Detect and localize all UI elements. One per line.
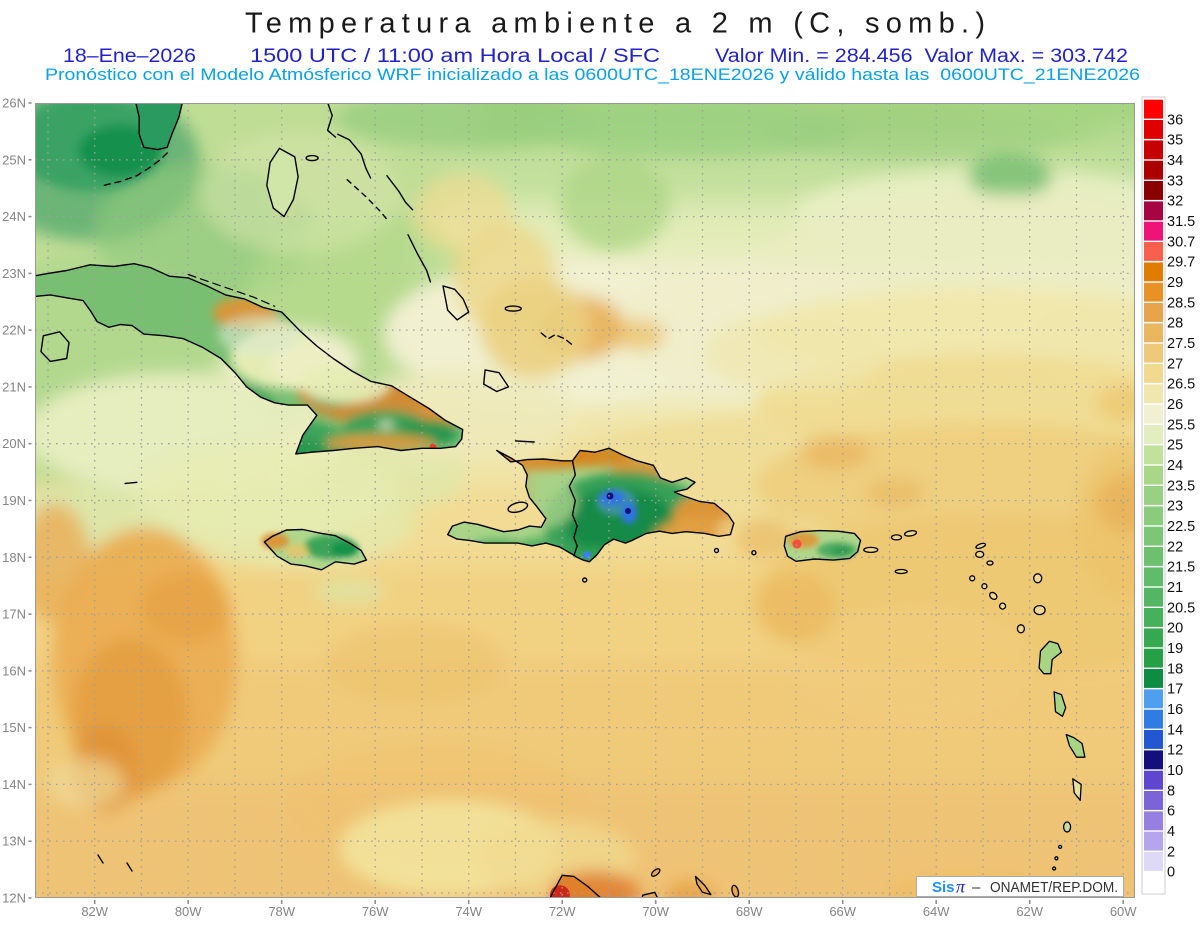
svg-text:10: 10 <box>1167 763 1183 779</box>
svg-text:20N: 20N <box>2 436 26 451</box>
svg-text:26.5: 26.5 <box>1167 377 1195 393</box>
svg-text:80W: 80W <box>175 904 202 919</box>
svg-text:82W: 82W <box>81 904 108 919</box>
svg-text:76W: 76W <box>362 904 389 919</box>
svg-text:29.7: 29.7 <box>1167 255 1195 271</box>
svg-text:14N: 14N <box>2 777 26 792</box>
svg-text:Temperatura ambiente a 2 m (C,: Temperatura ambiente a 2 m (C, somb.) <box>245 8 985 40</box>
svg-text:17N: 17N <box>2 607 26 622</box>
svg-text:21N: 21N <box>2 379 26 394</box>
svg-text:15N: 15N <box>2 720 26 735</box>
svg-text:25.5: 25.5 <box>1167 417 1195 433</box>
svg-text:32: 32 <box>1167 194 1183 210</box>
svg-text:26N: 26N <box>2 96 26 111</box>
svg-text:30.7: 30.7 <box>1167 234 1195 250</box>
svg-text:16N: 16N <box>2 663 26 678</box>
svg-text:68W: 68W <box>736 904 763 919</box>
svg-text:18–Ene–2026: 18–Ene–2026 <box>63 46 196 67</box>
svg-text:25N: 25N <box>2 152 26 167</box>
svg-text:0: 0 <box>1167 865 1175 881</box>
svg-text:27: 27 <box>1167 356 1183 372</box>
svg-text:18N: 18N <box>2 550 26 565</box>
svg-text:24: 24 <box>1167 458 1183 474</box>
svg-text:24N: 24N <box>2 209 26 224</box>
svg-text:74W: 74W <box>455 904 482 919</box>
svg-text:π: π <box>956 877 966 897</box>
svg-text:33: 33 <box>1167 173 1183 189</box>
svg-text:72W: 72W <box>549 904 576 919</box>
svg-text:31.5: 31.5 <box>1167 214 1195 230</box>
svg-text:8: 8 <box>1167 783 1175 799</box>
svg-text:22N: 22N <box>2 323 26 338</box>
svg-text:26: 26 <box>1167 397 1183 413</box>
svg-text:17: 17 <box>1167 682 1183 698</box>
svg-text:34: 34 <box>1167 153 1183 169</box>
svg-text:36: 36 <box>1167 112 1183 128</box>
svg-text:Valor Min. = 284.456 Valor Ma: Valor Min. = 284.456 Valor Max. = 303.74… <box>715 46 1128 67</box>
svg-text:13N: 13N <box>2 834 26 849</box>
svg-text:25: 25 <box>1167 438 1183 454</box>
svg-text:23N: 23N <box>2 266 26 281</box>
svg-text:27.5: 27.5 <box>1167 336 1195 352</box>
svg-text:1500 UTC / 11:00 am Hora Local: 1500 UTC / 11:00 am Hora Local / SFC <box>250 46 660 67</box>
svg-text:21: 21 <box>1167 580 1183 596</box>
svg-text:6: 6 <box>1167 804 1175 820</box>
svg-text:19N: 19N <box>2 493 26 508</box>
svg-text:2: 2 <box>1167 844 1175 860</box>
svg-text:35: 35 <box>1167 133 1183 149</box>
svg-text:18: 18 <box>1167 661 1183 677</box>
svg-text:28: 28 <box>1167 316 1183 332</box>
svg-text:66W: 66W <box>829 904 856 919</box>
svg-text:29: 29 <box>1167 275 1183 291</box>
svg-text:21.5: 21.5 <box>1167 560 1195 576</box>
svg-text:60W: 60W <box>1110 904 1137 919</box>
svg-text:70W: 70W <box>642 904 669 919</box>
svg-text:20.5: 20.5 <box>1167 600 1195 616</box>
svg-text:12N: 12N <box>2 891 26 906</box>
svg-text:23.5: 23.5 <box>1167 478 1195 494</box>
svg-text:ONAMET/REP.DOM.: ONAMET/REP.DOM. <box>990 880 1118 896</box>
svg-text:4: 4 <box>1167 824 1175 840</box>
svg-text:19: 19 <box>1167 641 1183 657</box>
svg-text:78W: 78W <box>268 904 295 919</box>
svg-text:23: 23 <box>1167 499 1183 515</box>
svg-text:Pronóstico con el Modelo Atmós: Pronóstico con el Modelo Atmósferico WRF… <box>45 65 1140 84</box>
svg-text:22.5: 22.5 <box>1167 519 1195 535</box>
svg-text:–: – <box>972 879 981 896</box>
svg-text:62W: 62W <box>1016 904 1043 919</box>
svg-text:14: 14 <box>1167 722 1183 738</box>
svg-text:Sis: Sis <box>932 879 955 896</box>
svg-text:64W: 64W <box>923 904 950 919</box>
svg-text:20: 20 <box>1167 621 1183 637</box>
svg-text:12: 12 <box>1167 743 1183 759</box>
svg-text:28.5: 28.5 <box>1167 295 1195 311</box>
svg-text:22: 22 <box>1167 539 1183 555</box>
svg-text:16: 16 <box>1167 702 1183 718</box>
